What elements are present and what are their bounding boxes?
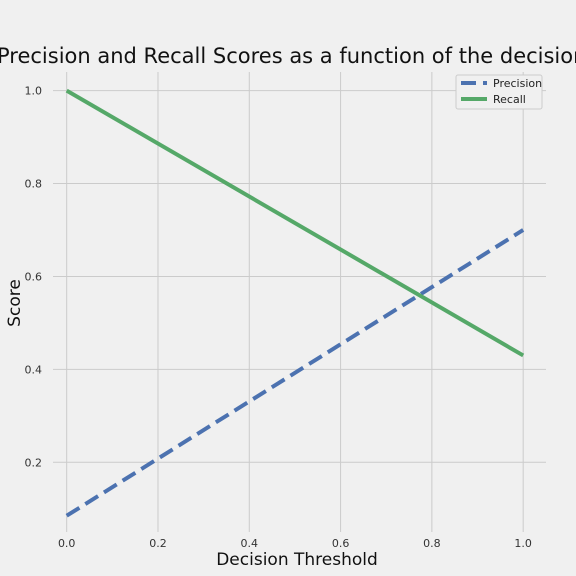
legend-label-recall: Recall — [493, 93, 526, 106]
plot-area — [67, 91, 523, 516]
x-tick-label: 0.6 — [332, 537, 350, 550]
y-axis: 0.2 0.4 0.6 0.8 1.0 — [25, 85, 43, 470]
y-tick-label: 0.8 — [25, 178, 43, 191]
legend-label-precision: Precision — [493, 77, 542, 90]
x-tick-label: 0.8 — [423, 537, 441, 550]
x-tick-label: 0.4 — [241, 537, 259, 550]
y-tick-label: 0.4 — [25, 363, 43, 376]
x-tick-label: 0.0 — [58, 537, 76, 550]
x-tick-label: 1.0 — [514, 537, 532, 550]
grid — [53, 72, 546, 532]
series-line-precision — [67, 230, 523, 516]
x-axis: 0.0 0.2 0.4 0.6 0.8 1.0 — [58, 537, 532, 550]
x-axis-label: Decision Threshold — [216, 550, 378, 570]
chart-title: Precision and Recall Scores as a functio… — [0, 44, 576, 68]
y-tick-label: 0.2 — [25, 456, 43, 469]
y-tick-label: 0.6 — [25, 270, 43, 283]
series-line-recall — [67, 91, 523, 356]
x-tick-label: 0.2 — [149, 537, 167, 550]
y-axis-label: Score — [5, 279, 25, 327]
y-tick-label: 1.0 — [25, 85, 43, 98]
legend: Precision Recall — [456, 75, 542, 109]
